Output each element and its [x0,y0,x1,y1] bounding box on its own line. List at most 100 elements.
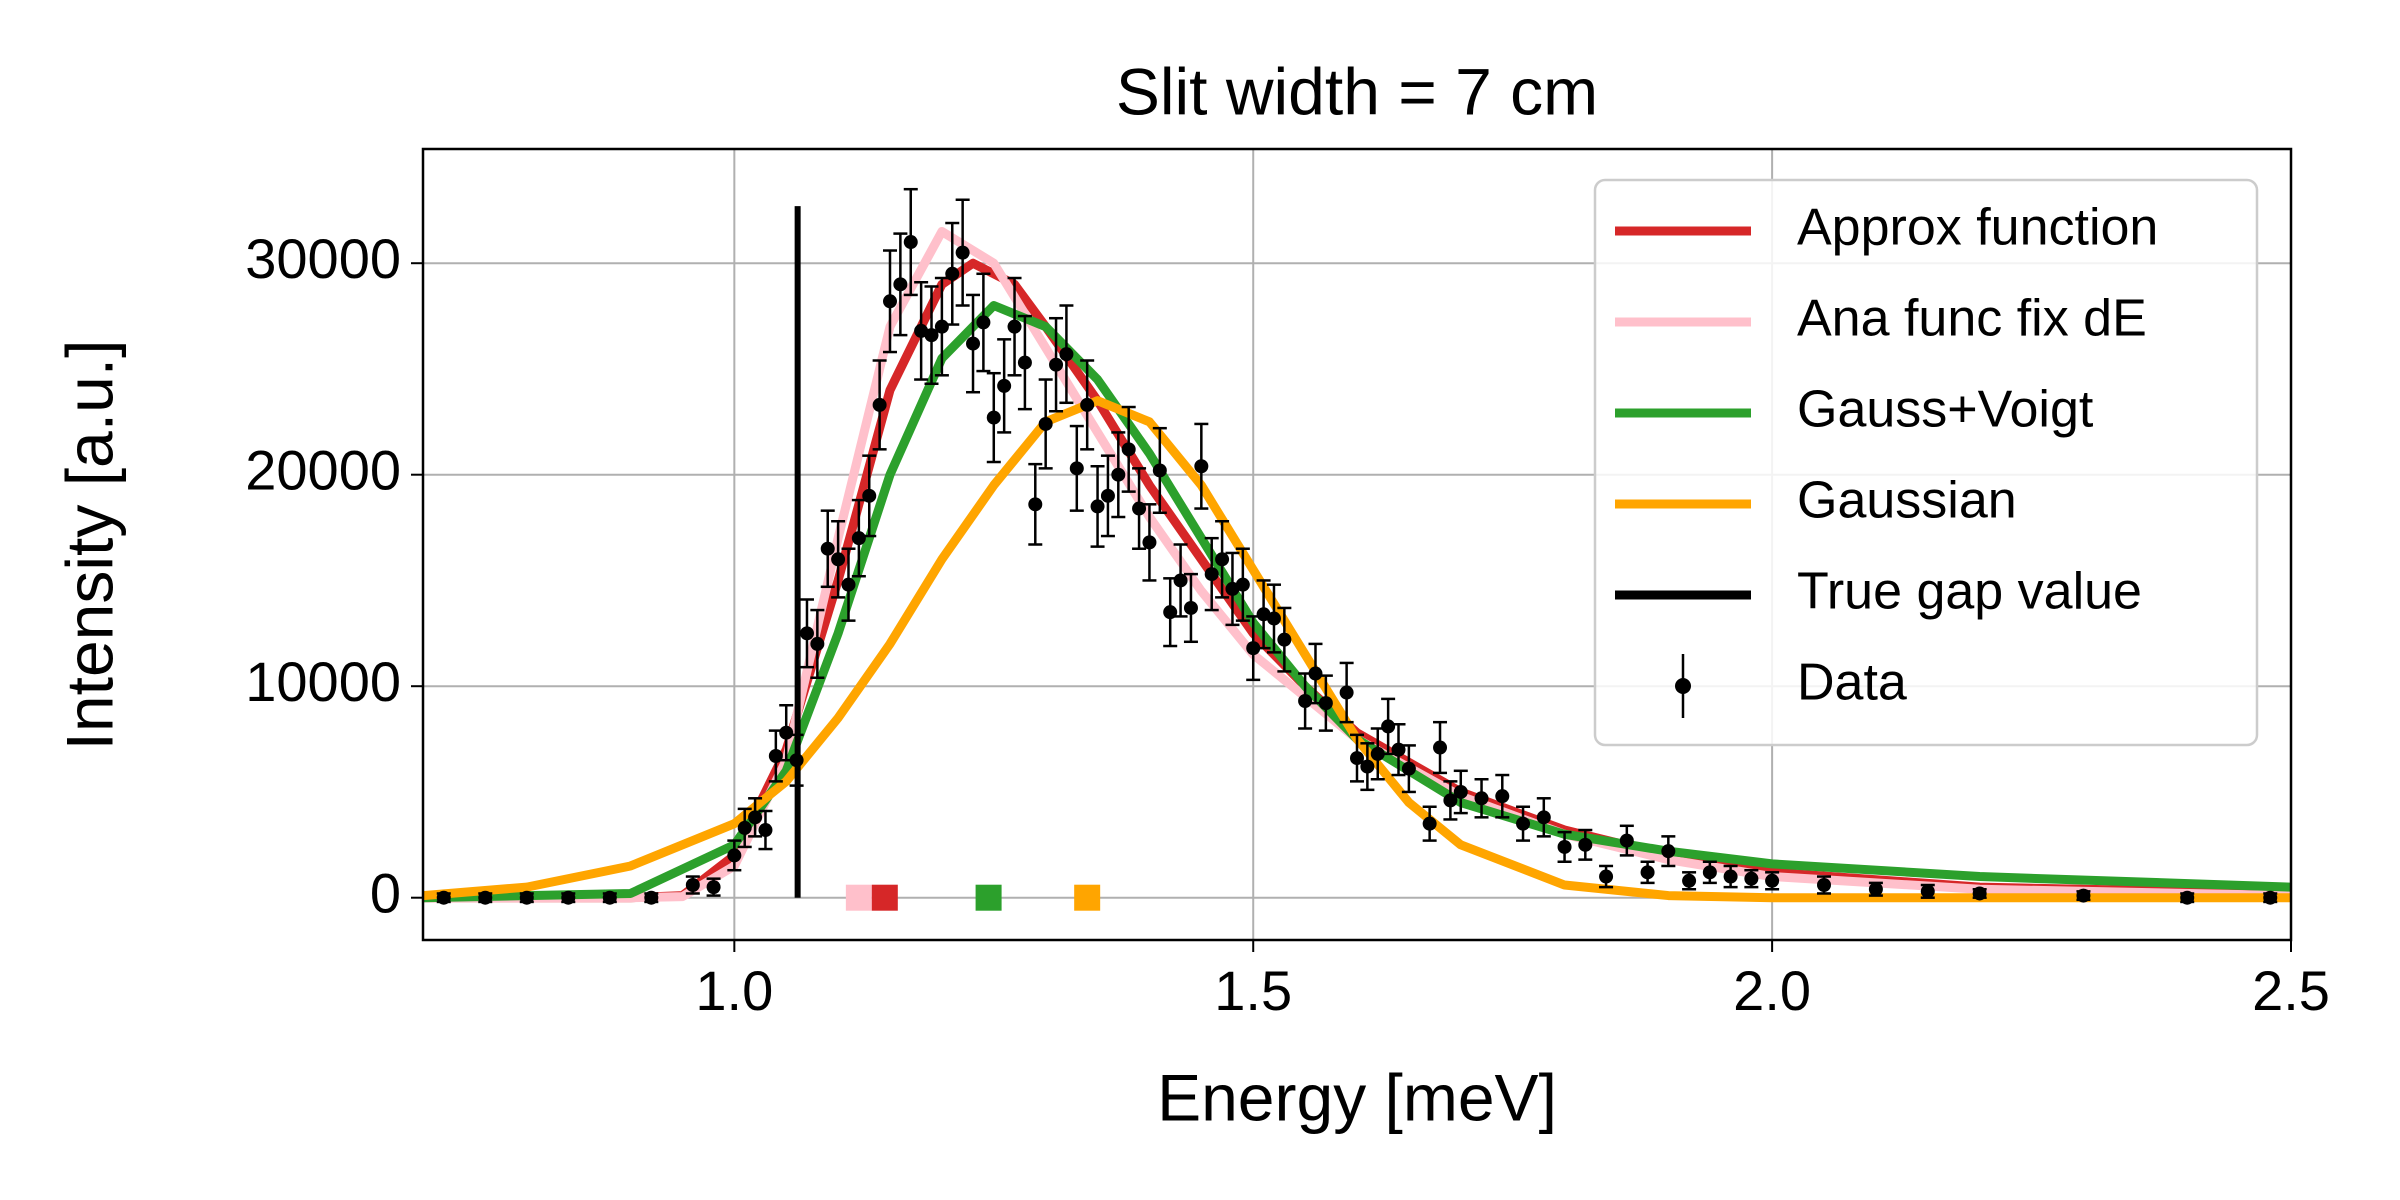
data-point [1578,837,1593,852]
data-point [1266,611,1281,626]
data-point [1401,761,1416,776]
data-point [1090,499,1105,514]
data-point [820,541,835,556]
data-point [1080,397,1095,412]
data-point [1702,865,1717,880]
data-point [1017,355,1032,370]
data-point [1339,685,1354,700]
data-point [903,235,918,250]
data-point [1038,416,1053,431]
data-point [1619,833,1634,848]
data-point [997,378,1012,393]
data-point [810,636,825,651]
data-point [1183,600,1198,615]
plot-frame [421,147,2293,942]
data-point [1246,641,1261,656]
data-point [924,328,939,343]
data-point [893,277,908,292]
data-point [1059,347,1074,362]
data-point [1599,869,1614,884]
peak-marker [845,884,872,911]
data-point [1972,886,1987,901]
data-point [799,626,814,641]
data-point [1920,884,1935,899]
peak-marker [975,884,1002,911]
data-point [955,245,970,260]
data-point [789,753,804,768]
data-point [561,890,576,905]
legend-point [1675,678,1691,694]
data-point [1370,746,1385,761]
data-point [1474,791,1489,806]
data-point [1817,878,1831,893]
data-point [862,488,877,503]
x-tick-label: 1.5 [1214,959,1292,1022]
data-point [872,397,887,412]
data-point [976,315,991,330]
legend-box [1593,178,2259,747]
y-tick-label: 20000 [245,439,401,502]
y-axis-label: Intensity [a.u.] [52,340,126,751]
x-tick-label: 1.0 [695,959,773,1022]
data-point [436,890,451,905]
data-point [1007,319,1022,334]
data-point [1443,793,1458,808]
fit-line [423,396,2291,903]
data-point [1516,816,1531,831]
data-point [727,848,742,863]
data-point [2076,888,2091,903]
data-point [1381,719,1396,734]
data-point [986,410,1001,425]
data-point [1049,357,1064,372]
y-tick-label: 10000 [245,650,401,713]
data-point [1350,751,1364,766]
legend-label: Approx function [1797,199,2158,257]
y-tick-label: 30000 [245,227,401,290]
data-point [2180,890,2195,905]
data-point [1028,497,1043,512]
data-point [644,890,659,905]
data-point [1318,696,1333,711]
data-point [1235,577,1250,592]
data-point [1277,632,1292,647]
data-point [1215,552,1230,567]
data-point [519,890,534,905]
peak-marker [1074,884,1101,911]
data-point [1536,810,1551,825]
data-point [1422,816,1437,831]
data-point [737,820,752,835]
data-point [1121,442,1136,457]
data-point [1433,740,1448,755]
data-point [1723,869,1738,884]
data-point [748,810,763,825]
data-point [831,552,846,567]
data-point [945,266,960,281]
data-point [602,890,617,905]
plot-area [423,187,2291,911]
data-point [1765,873,1780,888]
data-point [1495,789,1510,804]
data-point [706,880,721,895]
x-axis-label: Energy [meV] [1157,1060,1557,1134]
legend-label: Gaussian [1797,472,2017,530]
data-point [883,294,897,309]
data-point [685,878,700,893]
data-point [1100,488,1115,503]
legend-label: Data [1797,654,1907,712]
data-point [1744,871,1759,886]
data-point [1557,839,1572,854]
legend-label: Ana func fix dE [1797,290,2147,348]
legend-label: True gap value [1797,563,2142,621]
data-point [1069,461,1084,476]
data-point [1142,535,1157,550]
y-tick-label: 0 [370,861,401,924]
data-point [966,336,981,351]
data-point [934,319,949,334]
data-point [2263,890,2278,905]
data-point [1204,567,1219,582]
data-point [1360,759,1375,774]
data-point [1682,873,1697,888]
data-point [1194,459,1209,474]
fit-line [423,301,2291,903]
